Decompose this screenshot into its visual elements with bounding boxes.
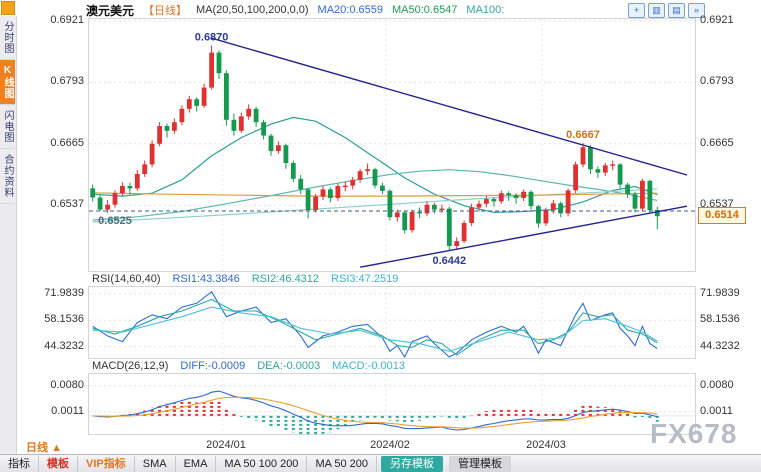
rsi-chart[interactable] (88, 286, 696, 359)
diff-value: DIFF:-0.0009 (180, 360, 246, 372)
chart-header: 澳元美元 【日线】 MA(20,50,100,200,0,0) MA20:0.6… (86, 3, 505, 18)
rsi-axis-label: 44.3232 (44, 340, 84, 352)
pan-tool-icon[interactable]: + (628, 3, 645, 18)
price-axis-label: 0.6793 (50, 75, 84, 87)
ma50-value: MA50:0.6547 (391, 4, 458, 16)
macd-settings-label: MACD(26,12,9) (92, 360, 169, 372)
rsi-legend: RSI(14,60,40) RSI1:43.3846 RSI2:46.4312 … (92, 273, 398, 285)
toolbar-item-indicators[interactable]: 指标 (0, 455, 39, 472)
fx678-watermark: FX678 (650, 418, 738, 449)
rsi-axis-label: 71.9839 (44, 287, 84, 299)
x-axis-label: 2024/03 (526, 439, 566, 451)
price-axis-label: 0.6921 (700, 14, 734, 26)
price-axis-label: 0.6793 (700, 75, 734, 87)
last-price-badge: 0.6514 (698, 207, 746, 224)
toolbar-item-ema[interactable]: EMA (176, 455, 217, 472)
price-axis-label: 0.6665 (50, 137, 84, 149)
macd-axis-label: 0.0080 (50, 379, 84, 391)
macd-axis-label: 0.0080 (700, 379, 734, 391)
svg-text:0.6667: 0.6667 (566, 129, 600, 141)
macd-axis-label: 0.0011 (700, 405, 733, 417)
rsi-axis-label: 71.9839 (700, 287, 740, 299)
ma-settings-label: MA(20,50,100,200,0,0) (196, 4, 309, 16)
manage-template-button[interactable]: 管理模板 (449, 455, 512, 472)
rsi1-value: RSI1:43.3846 (172, 273, 240, 285)
chart-toolbar-icons: + ▥ ▤ » (628, 3, 705, 18)
ma100-value: MA100: (466, 4, 505, 16)
app-icon (1, 1, 15, 15)
scroll-right-icon[interactable]: » (688, 3, 705, 18)
sidebar-tab-tick-chart[interactable]: 闪电图 (0, 105, 15, 149)
rsi-axis-label: 58.1536 (700, 313, 740, 325)
toolbar-item-ma-50-100-200[interactable]: MA 50 100 200 (216, 455, 308, 472)
sidebar-tab-time-chart[interactable]: 分时图 (0, 16, 15, 60)
svg-text:0.6870: 0.6870 (195, 31, 229, 43)
sidebar-tab-contract-info[interactable]: 合约资料 (0, 149, 15, 204)
sidebar: 分时图 K线图 闪电图 合约资料 (0, 16, 17, 455)
toolbar-item-templates[interactable]: 模板 (39, 455, 78, 472)
price-axis-label: 0.6921 (50, 14, 84, 26)
bottom-toolbar: 指标 模板 VIP指标 SMA EMA MA 50 100 200 MA 50 … (0, 454, 761, 472)
rsi-axis-label: 44.3232 (700, 340, 740, 352)
toolbar-item-sma[interactable]: SMA (135, 455, 176, 472)
price-axis-label: 0.6665 (700, 137, 734, 149)
macd-legend: MACD(26,12,9) DIFF:-0.0009 DEA:-0.0003 M… (92, 360, 405, 372)
x-axis-label: 2024/02 (370, 439, 410, 451)
rsi2-value: RSI2:46.4312 (251, 273, 320, 285)
up-triangle-icon: ▲ (51, 442, 62, 454)
candle-view-icon[interactable]: ▥ (648, 3, 665, 18)
macd-chart[interactable] (88, 373, 696, 435)
macd-axis-label: 0.0011 (51, 405, 84, 417)
macd-value: MACD:-0.0013 (332, 360, 405, 372)
sidebar-tab-kline-chart[interactable]: K线图 (0, 60, 15, 105)
svg-text:0.6442: 0.6442 (432, 255, 466, 267)
rsi-axis-label: 58.1536 (44, 313, 84, 325)
timeframe-tag: 【日线】 (143, 5, 188, 17)
symbol-name: 澳元美元 (86, 3, 135, 18)
price-axis-label: 0.6537 (50, 198, 84, 210)
ma20-value: MA20:0.6559 (317, 4, 383, 16)
line-view-icon[interactable]: ▤ (668, 3, 685, 18)
dea-value: DEA:-0.0003 (257, 360, 321, 372)
toolbar-item-vip-indicators[interactable]: VIP指标 (78, 455, 135, 472)
save-template-button[interactable]: 另存模板 (381, 455, 444, 472)
main-candle-chart[interactable]: 0.6870 0.6667 0.6525 0.6442 (88, 18, 696, 272)
svg-text:0.6525: 0.6525 (98, 215, 132, 227)
x-axis-label: 2024/01 (206, 439, 246, 451)
timeframe-selector[interactable]: 日线 ▲ (26, 442, 62, 454)
rsi3-value: RSI3:47.2519 (331, 273, 399, 285)
rsi-settings-label: RSI(14,60,40) (92, 273, 161, 285)
toolbar-item-ma-50-200[interactable]: MA 50 200 (307, 455, 378, 472)
